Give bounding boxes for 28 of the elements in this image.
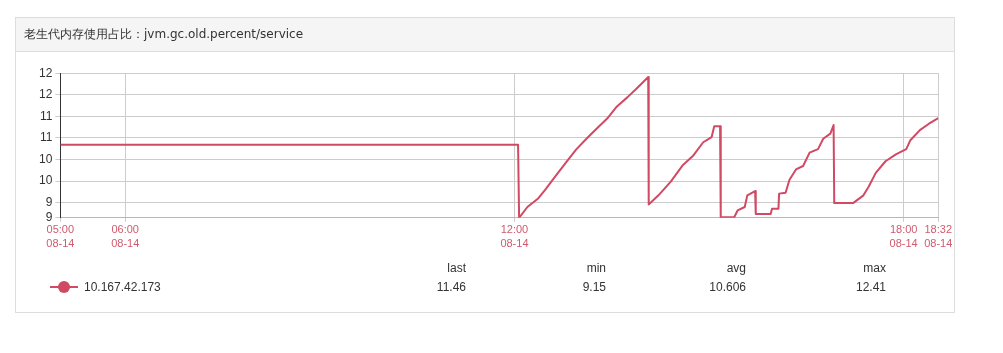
text: 9.15 bbox=[581, 280, 606, 294]
y-tick-label: 11 bbox=[39, 130, 53, 145]
x-tick-label: 18:32 bbox=[924, 223, 952, 236]
text: 11.46 bbox=[435, 280, 466, 294]
text: last bbox=[446, 261, 466, 275]
legend-label: 10.167.42.173 bbox=[84, 280, 161, 294]
text: 10.606 bbox=[708, 280, 746, 294]
x-tick-label: 06:00 bbox=[111, 223, 139, 236]
x-tick-label: 18:00 bbox=[889, 223, 918, 236]
y-tick-label: 10 bbox=[38, 173, 53, 188]
y-tick-label: 9 bbox=[45, 195, 53, 210]
chart-title: 老生代内存使用占比：jvm.gc.old.percent/service bbox=[16, 18, 954, 52]
x-tick-label: 05:00 bbox=[46, 223, 75, 236]
text: max bbox=[862, 261, 886, 275]
y-tick-label: 11 bbox=[39, 108, 53, 123]
text: min bbox=[585, 261, 606, 275]
text: 08-14 bbox=[111, 237, 140, 250]
y-tick-label: 12 bbox=[38, 65, 53, 80]
x-tick-label: 12:00 bbox=[500, 223, 529, 236]
y-tick-label: 9 bbox=[45, 210, 53, 225]
y-tick-label: 10 bbox=[38, 151, 53, 166]
text: 08-14 bbox=[46, 237, 75, 250]
y-tick-label: 12 bbox=[38, 87, 53, 102]
text: 08-14 bbox=[889, 237, 918, 250]
text: avg bbox=[725, 261, 746, 275]
text: 12.41 bbox=[854, 280, 886, 294]
text: 08-14 bbox=[924, 237, 953, 250]
text: 08-14 bbox=[500, 237, 529, 250]
